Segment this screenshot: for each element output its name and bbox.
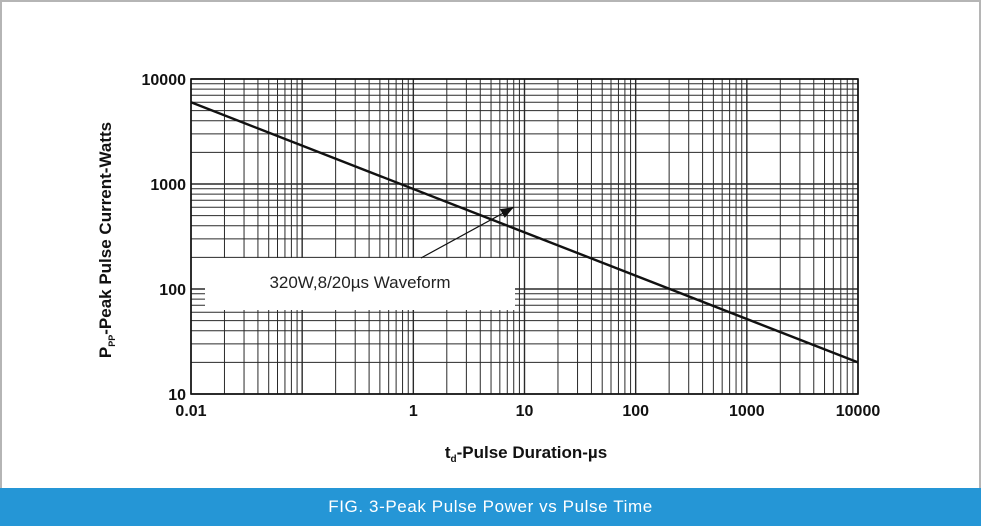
x-tick-label: 1000	[729, 403, 765, 420]
annotation-arrow-head	[499, 207, 514, 218]
tick-labels: 0.01 1 10 100 1000 10000 10 100 1000 10000	[142, 72, 881, 420]
annotation-box	[205, 258, 515, 310]
x-axis-title-rest: -Pulse Duration-µs	[457, 443, 608, 462]
annotation-arrow	[420, 206, 515, 259]
y-tick-label: 10000	[142, 72, 187, 89]
x-tick-label: 0.01	[175, 403, 206, 420]
pulse-power-chart: 0.01 1 10 100 1000 10000 10 100 1000 10000 320W,8…	[96, 72, 881, 465]
x-tick-label: 1	[409, 403, 418, 420]
plot-area	[190, 78, 859, 395]
x-axis-title: td-Pulse Duration-µs	[445, 443, 607, 465]
x-axis-title-sub: d	[451, 454, 457, 465]
plot-border	[190, 78, 859, 395]
x-axis-title-main: t	[445, 443, 451, 462]
y-tick-label: 1000	[150, 177, 186, 194]
x-tick-label: 10	[516, 403, 534, 420]
y-axis-title-sub: PP	[107, 335, 117, 347]
figure-caption: FIG. 3-Peak Pulse Power vs Pulse Time	[0, 488, 981, 526]
y-tick-label: 100	[159, 282, 186, 299]
y-axis-title-rest: -Peak Pulse Current-Watts	[96, 122, 115, 335]
y-axis-title: PPP-Peak Pulse Current-Watts	[96, 122, 117, 358]
x-tick-label: 10000	[836, 403, 881, 420]
grid	[190, 78, 859, 395]
y-axis-title-main: P	[96, 347, 115, 358]
annotation-label: 320W,8/20µs Waveform	[269, 273, 450, 292]
annotation-arrow-shaft	[420, 206, 515, 259]
y-tick-label: 10	[168, 387, 186, 404]
series-line-0	[190, 101, 859, 364]
x-tick-label: 100	[622, 403, 649, 420]
